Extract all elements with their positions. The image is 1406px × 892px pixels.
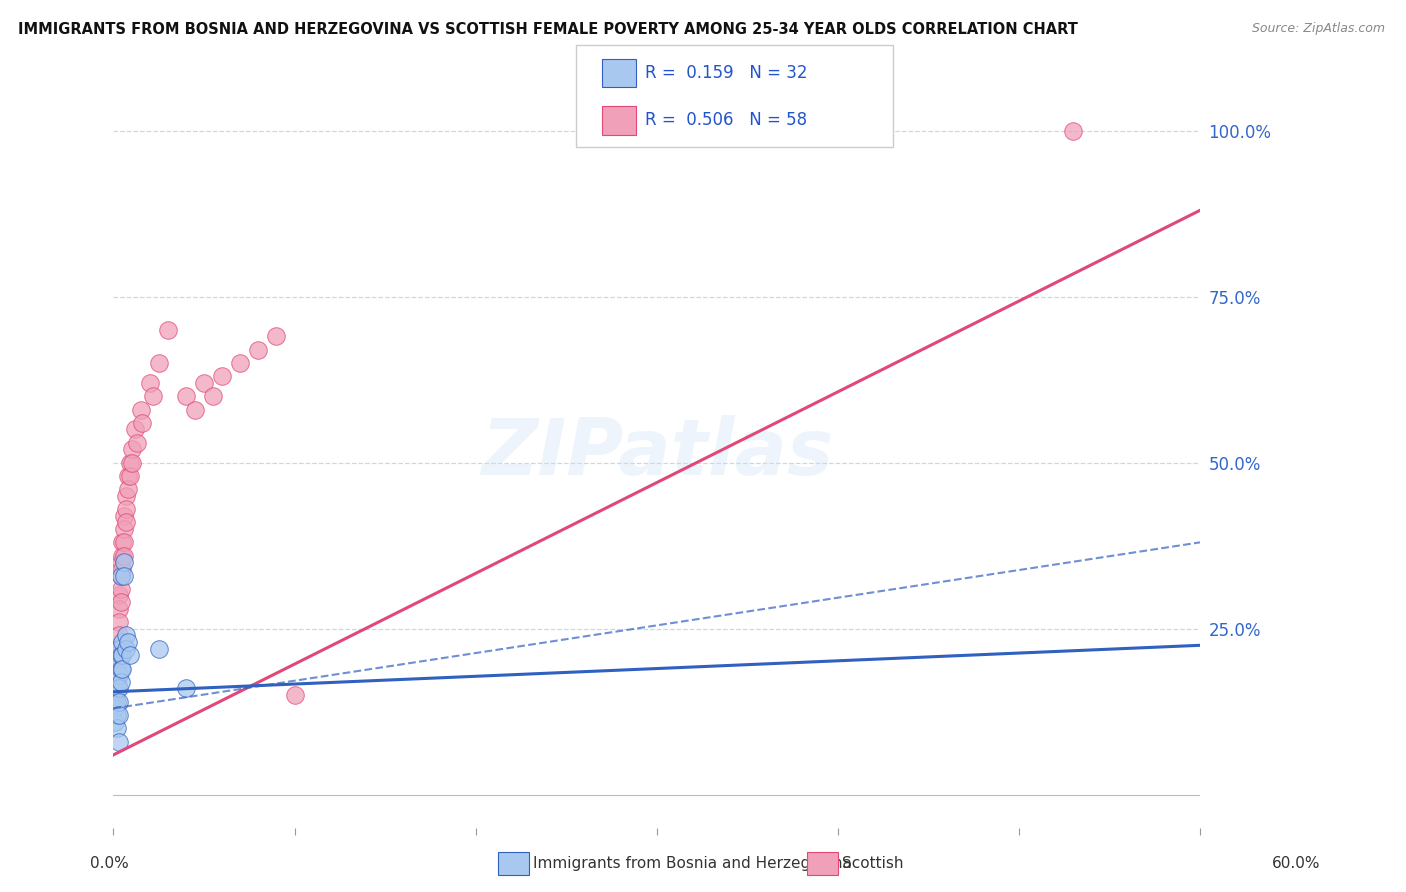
Point (202, 389, 225, 403)
Point (104, 701, 127, 715)
Point (184, 402, 207, 417)
Text: Scottish: Scottish (842, 856, 904, 871)
Point (112, 555, 135, 569)
Point (105, 681, 128, 696)
Point (131, 416, 153, 430)
Point (104, 655, 127, 669)
Point (115, 641, 138, 656)
Point (117, 482, 139, 496)
Point (115, 516, 138, 530)
Point (105, 655, 128, 669)
Point (110, 555, 132, 569)
Text: IMMIGRANTS FROM BOSNIA AND HERZEGOVINA VS SCOTTISH FEMALE POVERTY AMONG 25-34 YE: IMMIGRANTS FROM BOSNIA AND HERZEGOVINA V… (18, 22, 1078, 37)
Point (105, 655, 128, 669)
Point (111, 648, 134, 663)
Point (111, 635, 134, 649)
Point (247, 343, 270, 357)
Point (105, 641, 128, 656)
Point (108, 601, 131, 615)
Point (105, 648, 128, 663)
Point (108, 681, 131, 696)
Point (148, 356, 170, 370)
Point (104, 695, 127, 709)
Point (104, 668, 127, 682)
Point (110, 648, 132, 663)
Point (111, 661, 134, 675)
Point (105, 668, 128, 682)
Point (229, 356, 252, 370)
Point (118, 469, 141, 483)
Point (111, 562, 134, 576)
Point (108, 668, 131, 682)
Point (115, 502, 138, 516)
Point (108, 615, 131, 629)
Point (124, 422, 146, 436)
Point (117, 469, 139, 483)
Point (105, 695, 128, 709)
Point (105, 721, 128, 735)
Point (118, 456, 141, 470)
Point (110, 674, 132, 689)
Point (266, 329, 288, 343)
Text: ZIPatlas: ZIPatlas (481, 415, 832, 491)
Point (108, 641, 131, 656)
Point (110, 582, 132, 596)
Point (115, 628, 138, 642)
Point (108, 655, 131, 669)
Point (110, 661, 132, 675)
Point (108, 641, 131, 656)
Point (193, 376, 215, 390)
Point (110, 595, 132, 609)
Text: 0.0%: 0.0% (90, 856, 129, 871)
Point (148, 641, 170, 656)
Point (142, 389, 165, 403)
Text: R =  0.506   N = 58: R = 0.506 N = 58 (645, 112, 807, 129)
Point (283, 688, 305, 702)
Point (105, 681, 128, 696)
Point (104, 714, 127, 729)
Text: R =  0.159   N = 32: R = 0.159 N = 32 (645, 64, 808, 82)
Point (111, 549, 134, 563)
Point (117, 635, 139, 649)
Point (138, 376, 160, 390)
Point (104, 681, 127, 696)
Text: Source: ZipAtlas.com: Source: ZipAtlas.com (1251, 22, 1385, 36)
Point (108, 734, 131, 748)
Point (104, 688, 127, 702)
Point (108, 589, 131, 603)
Point (104, 661, 127, 675)
Point (104, 674, 127, 689)
Point (108, 628, 131, 642)
Point (1062, 123, 1084, 137)
Point (105, 661, 128, 675)
Point (121, 456, 143, 470)
Point (108, 695, 131, 709)
Point (111, 535, 134, 549)
Point (110, 568, 132, 582)
Point (125, 435, 148, 450)
Point (108, 708, 131, 723)
Point (115, 489, 138, 503)
Point (129, 402, 152, 417)
Point (174, 389, 197, 403)
Point (118, 648, 141, 663)
Point (105, 708, 128, 723)
Point (104, 688, 127, 702)
Text: 60.0%: 60.0% (1272, 856, 1320, 871)
Text: Immigrants from Bosnia and Herzegovina: Immigrants from Bosnia and Herzegovina (533, 856, 852, 871)
Point (112, 508, 135, 523)
Point (156, 323, 179, 337)
Point (121, 442, 143, 457)
Point (104, 701, 127, 715)
Point (104, 674, 127, 689)
Point (211, 369, 233, 384)
Point (174, 681, 197, 696)
Point (112, 568, 135, 582)
Point (112, 549, 135, 563)
Point (112, 535, 135, 549)
Point (112, 522, 135, 536)
Point (105, 674, 128, 689)
Point (110, 568, 132, 582)
